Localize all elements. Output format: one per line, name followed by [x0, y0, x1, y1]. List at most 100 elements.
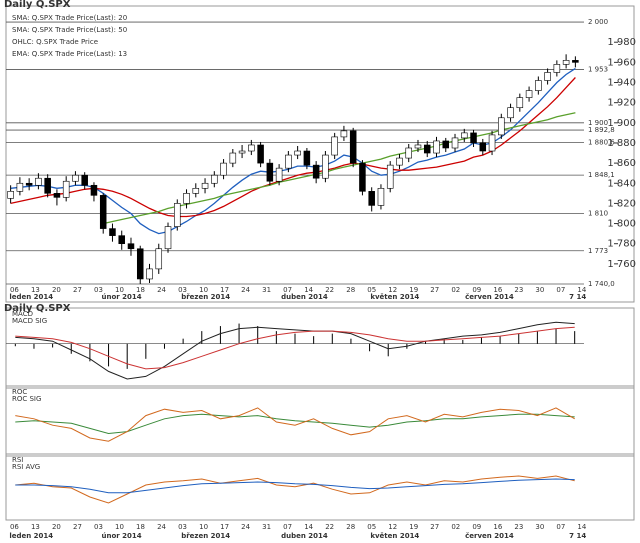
level-label: 1 880,6 [588, 138, 615, 146]
candle-body [377, 187, 385, 206]
month-label: únor 2014 [102, 532, 142, 540]
x-tick-label: 14 [304, 286, 313, 294]
x-tick-label: 17 [220, 286, 229, 294]
candle-body [72, 174, 79, 182]
histogram-bar [350, 338, 352, 344]
y-tick-label: 1 760 [607, 259, 636, 270]
histogram-bar [555, 328, 557, 344]
candle-body [405, 147, 412, 159]
x-tick-label: 10 [199, 286, 208, 294]
legend-entry: SMA: Q.SPX Trade Price(Last): 20 [12, 14, 127, 22]
histogram-bar [163, 343, 165, 349]
month-label: červen 2014 [465, 293, 514, 301]
candle-body [423, 144, 431, 154]
x-tick-label: 19 [409, 286, 418, 294]
x-tick-label: 06 [10, 286, 19, 294]
candle-body [303, 150, 311, 166]
candle-body [516, 97, 524, 109]
level-label: 1 892,8 [588, 126, 615, 134]
panel-title: Daily Q.SPX [4, 303, 71, 314]
histogram-bar [145, 343, 147, 359]
histogram-bar [443, 338, 445, 344]
month-label: červen 2014 [465, 532, 514, 540]
candle-body [90, 184, 98, 196]
candle-body [322, 154, 329, 179]
x-tick-label: 07 [283, 523, 292, 531]
histogram-bar [462, 339, 464, 344]
histogram-bar [369, 343, 371, 352]
x-tick-label: 17 [220, 523, 229, 531]
level-label: 1 810 [588, 209, 608, 217]
x-tick-label: 28 [346, 523, 355, 531]
histogram-bar [14, 343, 16, 347]
candle-body [498, 117, 505, 136]
legend-entry: RSI [12, 456, 23, 464]
legend-entry: RSI AVG [12, 463, 40, 471]
x-tick-label: 30 [535, 523, 544, 531]
candle-body [442, 140, 450, 149]
candle-body [192, 187, 200, 194]
x-tick-label: 22 [325, 286, 334, 294]
histogram-bar [89, 343, 91, 362]
x-tick-label: 24 [241, 286, 250, 294]
candle-body [118, 235, 125, 245]
candle-body [396, 157, 403, 166]
histogram-bar [294, 333, 296, 344]
y-tick-label: 1 880 [607, 138, 636, 149]
candle-body [127, 243, 135, 250]
candle-body [470, 132, 477, 144]
histogram-bar [275, 331, 277, 344]
legend-entry: EMA: Q.SPX Trade Price(Last): 13 [12, 50, 127, 58]
y-tick-label: 1 800 [607, 219, 636, 230]
x-tick-label: 07 [556, 523, 565, 531]
histogram-bar [33, 343, 35, 349]
x-tick-label: 20 [52, 523, 61, 531]
month-label: leden 2014 [9, 532, 53, 540]
level-label: 1 740,0 [588, 280, 615, 288]
panel-frame [5, 5, 635, 303]
x-tick-label: 14 [304, 523, 313, 531]
x-tick-label: 07 [556, 286, 565, 294]
histogram-bar [182, 338, 184, 344]
month-label: březen 2014 [181, 293, 230, 301]
candle-body [109, 228, 116, 236]
x-tick-label: 03 [178, 523, 187, 531]
x-tick-label: 03 [94, 523, 103, 531]
x-tick-label: 07 [283, 286, 292, 294]
x-tick-label: 09 [472, 286, 481, 294]
candle-body [275, 167, 283, 182]
x-tick-label: 27 [73, 523, 82, 531]
x-tick-label: 09 [472, 523, 481, 531]
x-tick-label: 31 [262, 523, 271, 531]
x-tick-label: 24 [157, 286, 166, 294]
candle-body [386, 164, 394, 189]
y-tick-label: 1 960 [607, 57, 636, 68]
candle-body [544, 72, 551, 81]
candle-body [146, 268, 153, 280]
candle-body [174, 203, 181, 227]
histogram-bar [52, 343, 54, 348]
candle-body [433, 140, 440, 154]
candle-body [285, 154, 292, 169]
histogram-bar [238, 323, 240, 344]
panel-frame [5, 307, 635, 389]
x-tick-label: 23 [514, 523, 523, 531]
candle-body [488, 134, 496, 152]
histogram-bar [425, 341, 427, 344]
y-tick-label: 1 900 [607, 118, 636, 129]
x-tick-label: 23 [514, 286, 523, 294]
month-label: leden 2014 [9, 293, 53, 301]
candle-body [62, 180, 70, 198]
candle-body [572, 60, 579, 63]
candle-body [53, 193, 61, 198]
candle-body [183, 193, 190, 204]
level-label: 2 000 [588, 18, 608, 26]
month-label: květen 2014 [370, 532, 419, 540]
x-tick-label: 27 [430, 286, 439, 294]
candle-body [312, 164, 320, 179]
series-line [10, 77, 576, 218]
histogram-bar [387, 343, 389, 357]
x-tick-label: 13 [31, 523, 40, 531]
x-tick-label: 24 [241, 523, 250, 531]
series-line [15, 478, 575, 494]
